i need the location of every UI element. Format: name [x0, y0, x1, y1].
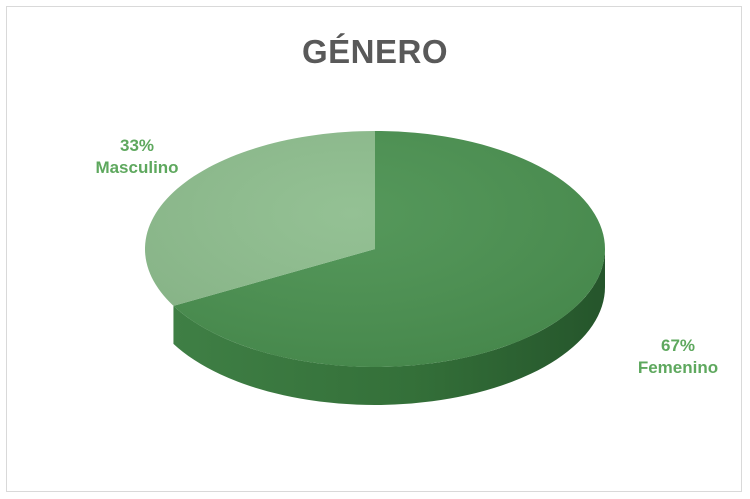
data-label-masculino: 33% Masculino [95, 136, 178, 177]
pie-side-wall [173, 249, 605, 405]
slice-name-masculino: Masculino [95, 158, 178, 177]
pie-side-femenino [173, 249, 605, 405]
slice-percent-femenino: 67% [661, 336, 695, 355]
chart-title: GÉNERO [301, 33, 449, 70]
pie-labels: 67% Femenino 33% Masculino [95, 136, 718, 377]
slice-name-femenino: Femenino [638, 358, 718, 377]
slice-percent-masculino: 33% [120, 136, 154, 155]
chart-area: GÉNERO 67% Femenino 33% Masculino [6, 6, 742, 492]
pie-slices [144, 131, 606, 367]
pie-chart: 67% Femenino 33% Masculino [95, 131, 718, 405]
pie-top-shade [145, 131, 605, 367]
data-label-femenino: 67% Femenino [638, 336, 718, 377]
